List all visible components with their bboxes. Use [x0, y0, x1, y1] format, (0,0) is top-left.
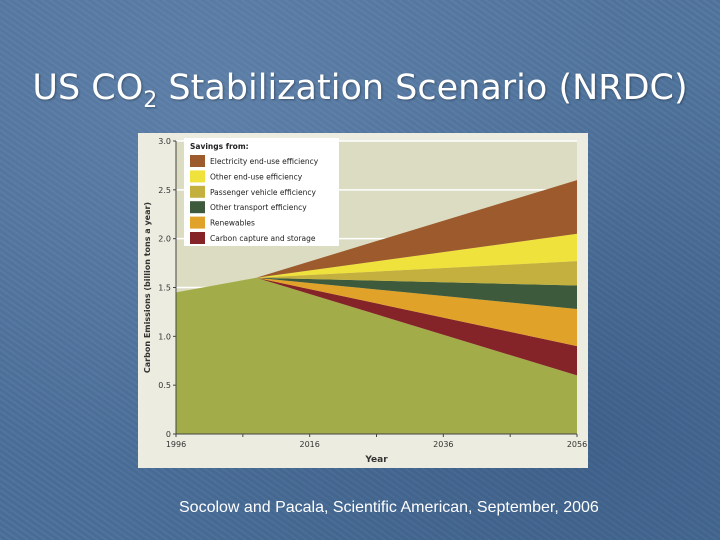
x-tick-label: 2036: [433, 440, 453, 449]
emissions-chart: 0 0.5 1.0 1.5 2.0 2.5 3.0 1996 2016 2036 2056 Year C…: [143, 137, 587, 465]
y-axis-title: Carbon Emissions (billion tons a year): [143, 202, 152, 373]
legend-swatch: [190, 201, 205, 214]
legend-swatch: [190, 185, 205, 198]
wedge-other-end-use-efficiency: [256, 233, 577, 278]
legend-swatch: [190, 232, 205, 244]
citation: Socolow and Pacala, Scientific American,…: [179, 499, 599, 516]
y-tick-label: 1.0: [158, 332, 171, 341]
y-tick-label: 0.5: [158, 381, 171, 390]
legend-swatch: [190, 170, 205, 183]
slide-title: US CO2 Stabilization Scenario (NRDC): [0, 68, 720, 113]
legend-label: Other end-use efficiency: [210, 172, 303, 181]
y-tick-label: 1.5: [158, 284, 171, 293]
wedge-carbon-capture-and-storage: [256, 277, 577, 376]
x-tick-label: 2016: [299, 440, 319, 449]
legend-label: Passenger vehicle efficiency: [210, 188, 316, 197]
x-tick-label: 1996: [166, 440, 186, 449]
y-tick-label: 2.0: [158, 235, 171, 244]
wedge-passenger-vehicle-efficiency: [256, 261, 577, 286]
baseline-emissions-area: [176, 277, 577, 434]
legend-box: [184, 138, 339, 246]
legend-title: Savings from:: [190, 142, 249, 151]
legend-label: Carbon capture and storage: [210, 234, 316, 243]
legend-label: Renewables: [210, 219, 255, 228]
y-tick-label: 2.5: [158, 186, 171, 195]
legend-label: Electricity end-use efficiency: [210, 157, 319, 166]
title-rest: Stabilization Scenario (NRDC): [157, 68, 688, 108]
chart-panel: 0 0.5 1.0 1.5 2.0 2.5 3.0 1996 2016 2036 2056 Year C…: [138, 133, 588, 468]
x-axis-title: Year: [364, 455, 388, 465]
y-tick-label: 3.0: [158, 137, 171, 146]
legend-swatch: [190, 155, 205, 167]
title-subscript: 2: [143, 88, 158, 113]
wedge-other-transport-efficiency: [256, 277, 577, 309]
legend-swatch: [190, 216, 205, 229]
legend-label: Other transport efficiency: [210, 203, 307, 212]
y-tick-label: 0: [166, 430, 171, 439]
x-tick-label: 2056: [567, 440, 587, 449]
title-main: US CO: [32, 68, 144, 108]
